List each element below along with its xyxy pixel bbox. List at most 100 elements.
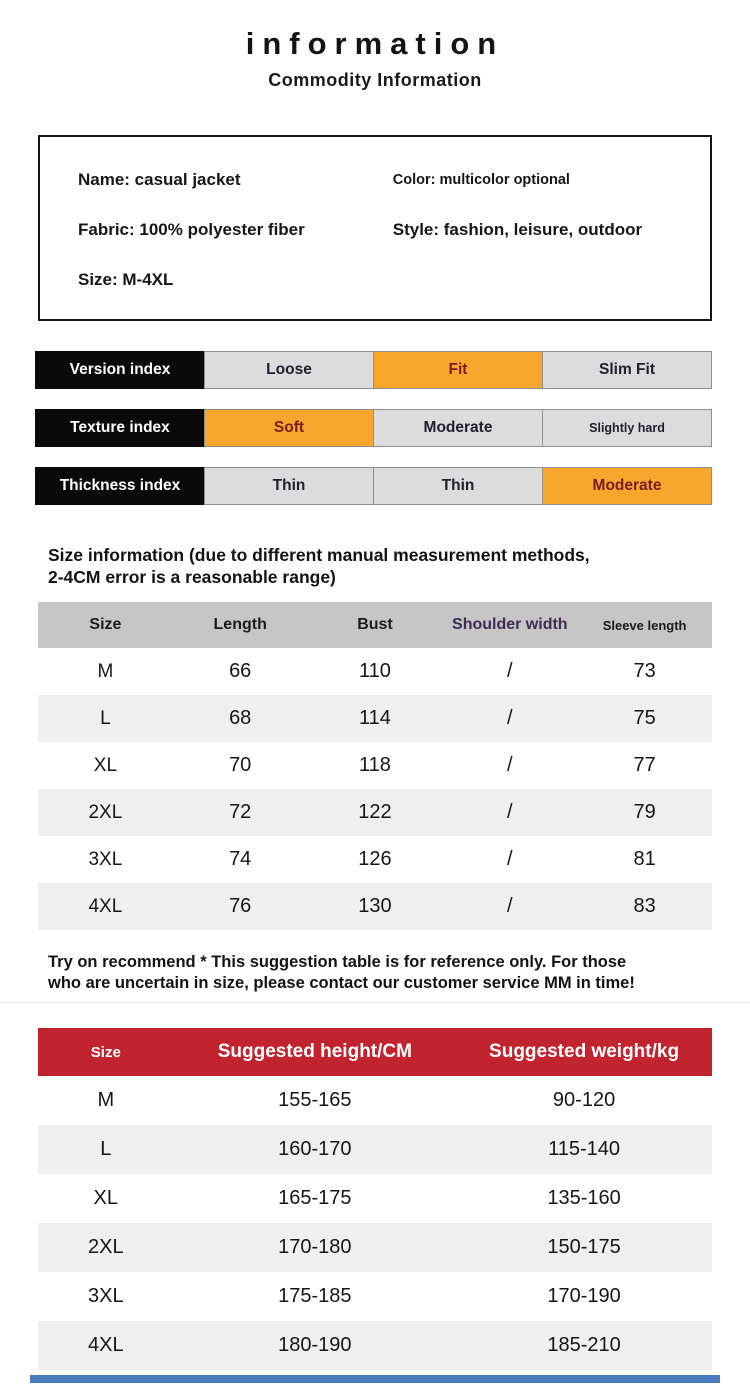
try-on-note: Try on recommend * This suggestion table… [48,952,708,993]
option-slightly-hard: Slightly hard [542,409,712,447]
cell: 4XL [38,883,173,930]
cell: 70 [229,754,252,776]
cell: 118 [359,754,391,776]
cell: 72 [172,789,308,836]
size-note-line2: 2-4CM error is a reasonable range) [48,566,336,587]
try-on-note-line2: who are uncertain in size, please contac… [48,973,635,992]
cell: 110 [359,660,391,682]
cell: XL [93,754,118,776]
suggestion-table-row-3xl: 3XL 175-185 170-190 [38,1272,712,1321]
page-title: information [245,26,505,61]
cell: 77 [633,754,656,776]
product-fabric: Fabric: 100% polyester fiber [78,220,305,239]
col-header-size: Size [38,1028,174,1076]
version-index-label: Version index [35,351,205,389]
product-style: Style: fashion, leisure, outdoor [392,220,643,239]
thickness-index-row: Thickness index Thin Thin Moderate [35,467,750,505]
cell: / [442,883,578,930]
size-table: Size Length Bust Shoulder width Sleeve l… [38,602,712,930]
section-divider [0,1002,750,1003]
cell: L [38,1125,174,1174]
cell: / [442,695,578,742]
cell: 81 [633,848,656,870]
cell: 3XL [87,1285,124,1307]
option-thin-1: Thin [204,467,374,505]
cell: 83 [577,883,712,930]
option-fit: Fit [373,351,543,389]
cell: / [507,754,513,776]
option-loose: Loose [204,351,374,389]
size-note: Size information (due to different manua… [48,545,750,588]
suggestion-table-header-row: Size Suggested height/CM Suggested weigh… [38,1028,712,1076]
cell: / [442,789,578,836]
page-subtitle: Commodity Information [268,70,482,90]
cell: 155-165 [278,1089,352,1111]
col-header-size: Size [38,602,173,648]
suggestion-table-row-l: L 160-170 115-140 [38,1125,712,1174]
cell: 185-210 [456,1321,712,1370]
product-color: Color: multicolor optional [392,172,570,188]
index-section: Version index Loose Fit Slim Fit Texture… [35,351,750,505]
size-table-row-xl: XL 70 118 / 77 [38,742,712,789]
texture-index-row: Texture index Soft Moderate Slightly har… [35,409,750,447]
cell: 2XL [38,1223,174,1272]
size-table-row-4xl: 4XL 76 130 / 83 [38,883,712,930]
cell: 74 [229,848,252,870]
cell: 126 [358,848,392,870]
version-index-row: Version index Loose Fit Slim Fit [35,351,750,389]
cell: 170-190 [547,1285,621,1307]
size-table-row-m: M 66 110 / 73 [38,648,712,695]
cell: 180-190 [173,1321,457,1370]
cell: 115-140 [456,1125,712,1174]
col-header-shoulder-width: Shoulder width [442,602,578,648]
col-header-suggested-height: Suggested height/CM [173,1028,457,1076]
option-moderate: Moderate [373,409,543,447]
suggestion-table-row-4xl: 4XL 180-190 185-210 [38,1321,712,1370]
suggestion-table-row-2xl: 2XL 170-180 150-175 [38,1223,712,1272]
cell: XL [93,1187,119,1209]
cell: 68 [172,695,308,742]
option-moderate-thickness: Moderate [542,467,712,505]
option-soft: Soft [204,409,374,447]
cell: 165-175 [278,1187,352,1209]
product-info-box: Name: casual jacket Color: multicolor op… [38,135,712,321]
cell: 4XL [38,1321,174,1370]
size-table-row-3xl: 3XL 74 126 / 81 [38,836,712,883]
cell: 122 [307,789,443,836]
suggestion-table: Size Suggested height/CM Suggested weigh… [38,1028,712,1370]
size-table-row-l: L 68 114 / 75 [38,695,712,742]
thickness-index-label: Thickness index [35,467,205,505]
try-on-note-line1: Try on recommend * This suggestion table… [48,953,627,971]
size-note-line1: Size information (due to different manua… [48,545,590,565]
col-header-length: Length [172,602,308,648]
page-header: information Commodity Information [0,0,750,91]
cell: L [38,695,173,742]
col-header-suggested-weight: Suggested weight/kg [456,1028,712,1076]
cell: 90-120 [552,1089,616,1111]
suggestion-table-row-m: M 155-165 90-120 [38,1076,712,1125]
footer-accent-bar [30,1375,720,1383]
cell: 130 [307,883,443,930]
info-row: Fabric: 100% polyester fiber Style: fash… [78,219,710,241]
cell: 170-180 [173,1223,457,1272]
option-slim-fit: Slim Fit [542,351,712,389]
info-row: Size: M-4XL [78,269,710,291]
size-table-header-row: Size Length Bust Shoulder width Sleeve l… [38,602,712,648]
size-table-row-2xl: 2XL 72 122 / 79 [38,789,712,836]
texture-index-label: Texture index [35,409,205,447]
cell: 135-160 [547,1187,621,1209]
cell: M [97,660,114,682]
option-thin-2: Thin [373,467,543,505]
cell: / [507,660,513,682]
cell: 76 [172,883,308,930]
cell: 66 [229,660,252,682]
cell: 73 [633,660,656,682]
product-size: Size: M-4XL [78,270,174,289]
suggestion-table-row-xl: XL 165-175 135-160 [38,1174,712,1223]
cell: 75 [577,695,712,742]
col-header-sleeve-length: Sleeve length [577,602,712,648]
cell: 160-170 [173,1125,457,1174]
cell: / [507,848,513,870]
cell: 150-175 [456,1223,712,1272]
cell: 175-185 [278,1285,352,1307]
